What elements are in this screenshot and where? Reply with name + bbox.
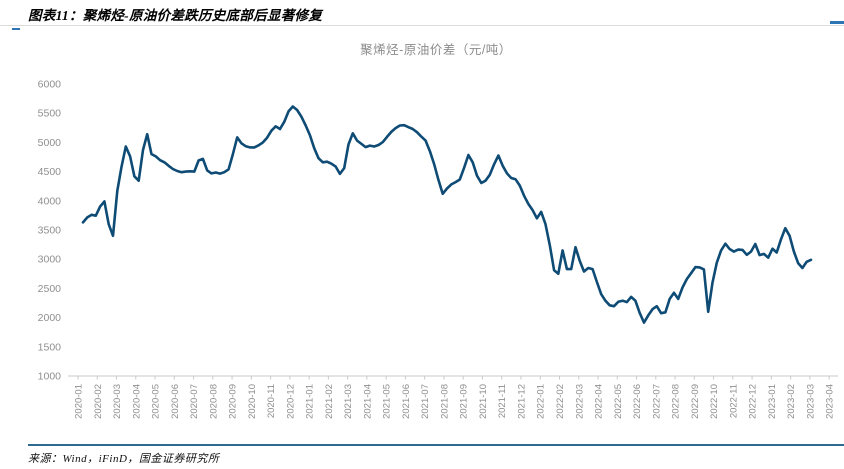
x-axis-label: 2022-07 — [651, 384, 662, 419]
x-axis-label: 2021-08 — [439, 384, 450, 419]
x-axis-label: 2020-06 — [170, 384, 181, 419]
x-axis-label: 2021-10 — [478, 384, 489, 419]
y-axis-label: 3000 — [38, 254, 62, 266]
x-axis-label: 2020-09 — [228, 384, 239, 419]
x-axis-label: 2020-01 — [74, 384, 85, 419]
x-axis-label: 2022-04 — [594, 384, 605, 419]
x-axis-label: 2020-04 — [131, 384, 142, 419]
x-axis-label: 2020-02 — [93, 384, 104, 419]
right-blue-dash — [830, 21, 844, 24]
x-axis-label: 2021-03 — [343, 384, 354, 419]
x-axis-label: 2021-11 — [497, 384, 508, 418]
x-axis-label: 2022-09 — [690, 384, 701, 419]
source-divider — [28, 444, 844, 446]
y-axis-label: 3500 — [38, 225, 62, 237]
x-axis-label: 2021-12 — [516, 384, 527, 419]
x-axis-label: 2020-11 — [266, 384, 277, 418]
x-axis-label: 2022-02 — [555, 384, 566, 419]
chart-title: 聚烯烃-原油价差（元/吨） — [360, 43, 512, 57]
y-axis-label: 5500 — [38, 108, 62, 120]
x-axis-label: 2023-02 — [786, 384, 797, 419]
x-axis-label: 2022-06 — [632, 384, 643, 419]
x-axis-label: 2022-12 — [748, 384, 759, 419]
x-axis-label: 2022-03 — [574, 384, 585, 419]
x-axis-label: 2020-03 — [112, 384, 123, 419]
x-axis-label: 2020-07 — [189, 384, 200, 419]
y-axis-label: 1500 — [38, 341, 62, 353]
y-axis-label: 2500 — [38, 283, 62, 295]
figure-title: 图表11：聚烯烃-原油价差跌历史底部后显著修复 — [28, 8, 323, 23]
y-axis-label: 4500 — [38, 166, 62, 178]
y-axis-label: 5000 — [38, 137, 62, 149]
x-axis-label: 2022-05 — [613, 384, 624, 419]
y-axis-label: 1000 — [38, 371, 62, 383]
x-axis-label: 2021-02 — [324, 384, 335, 419]
left-blue-dash — [12, 28, 20, 30]
x-axis-label: 2022-10 — [709, 384, 720, 419]
x-axis-label: 2022-08 — [671, 384, 682, 419]
y-axis-label: 6000 — [38, 79, 62, 91]
x-axis-label: 2022-01 — [536, 384, 547, 419]
y-axis-label: 2000 — [38, 312, 62, 324]
x-axis-label: 2021-01 — [305, 384, 316, 419]
x-axis-label: 2023-01 — [767, 384, 778, 419]
x-axis-label: 2020-10 — [247, 384, 258, 419]
x-axis-label: 2020-08 — [208, 384, 219, 419]
x-axis-label: 2021-06 — [401, 384, 412, 419]
source-text: 来源：Wind，iFinD，国金证券研究所 — [28, 453, 220, 465]
x-axis-label: 2021-04 — [362, 384, 373, 419]
x-axis-label: 2020-12 — [285, 384, 296, 419]
x-axis-label: 2023-03 — [805, 384, 816, 419]
x-axis-label: 2021-07 — [420, 384, 431, 419]
header-divider — [0, 25, 844, 26]
x-axis-label: 2021-09 — [459, 384, 470, 419]
y-axis-label: 4000 — [38, 195, 62, 207]
x-axis-label: 2023-04 — [825, 384, 836, 419]
x-axis-label: 2021-05 — [382, 384, 393, 419]
x-axis-label: 2022-11 — [728, 384, 739, 418]
x-axis-label: 2020-05 — [151, 384, 162, 419]
price-spread-line — [81, 105, 813, 324]
